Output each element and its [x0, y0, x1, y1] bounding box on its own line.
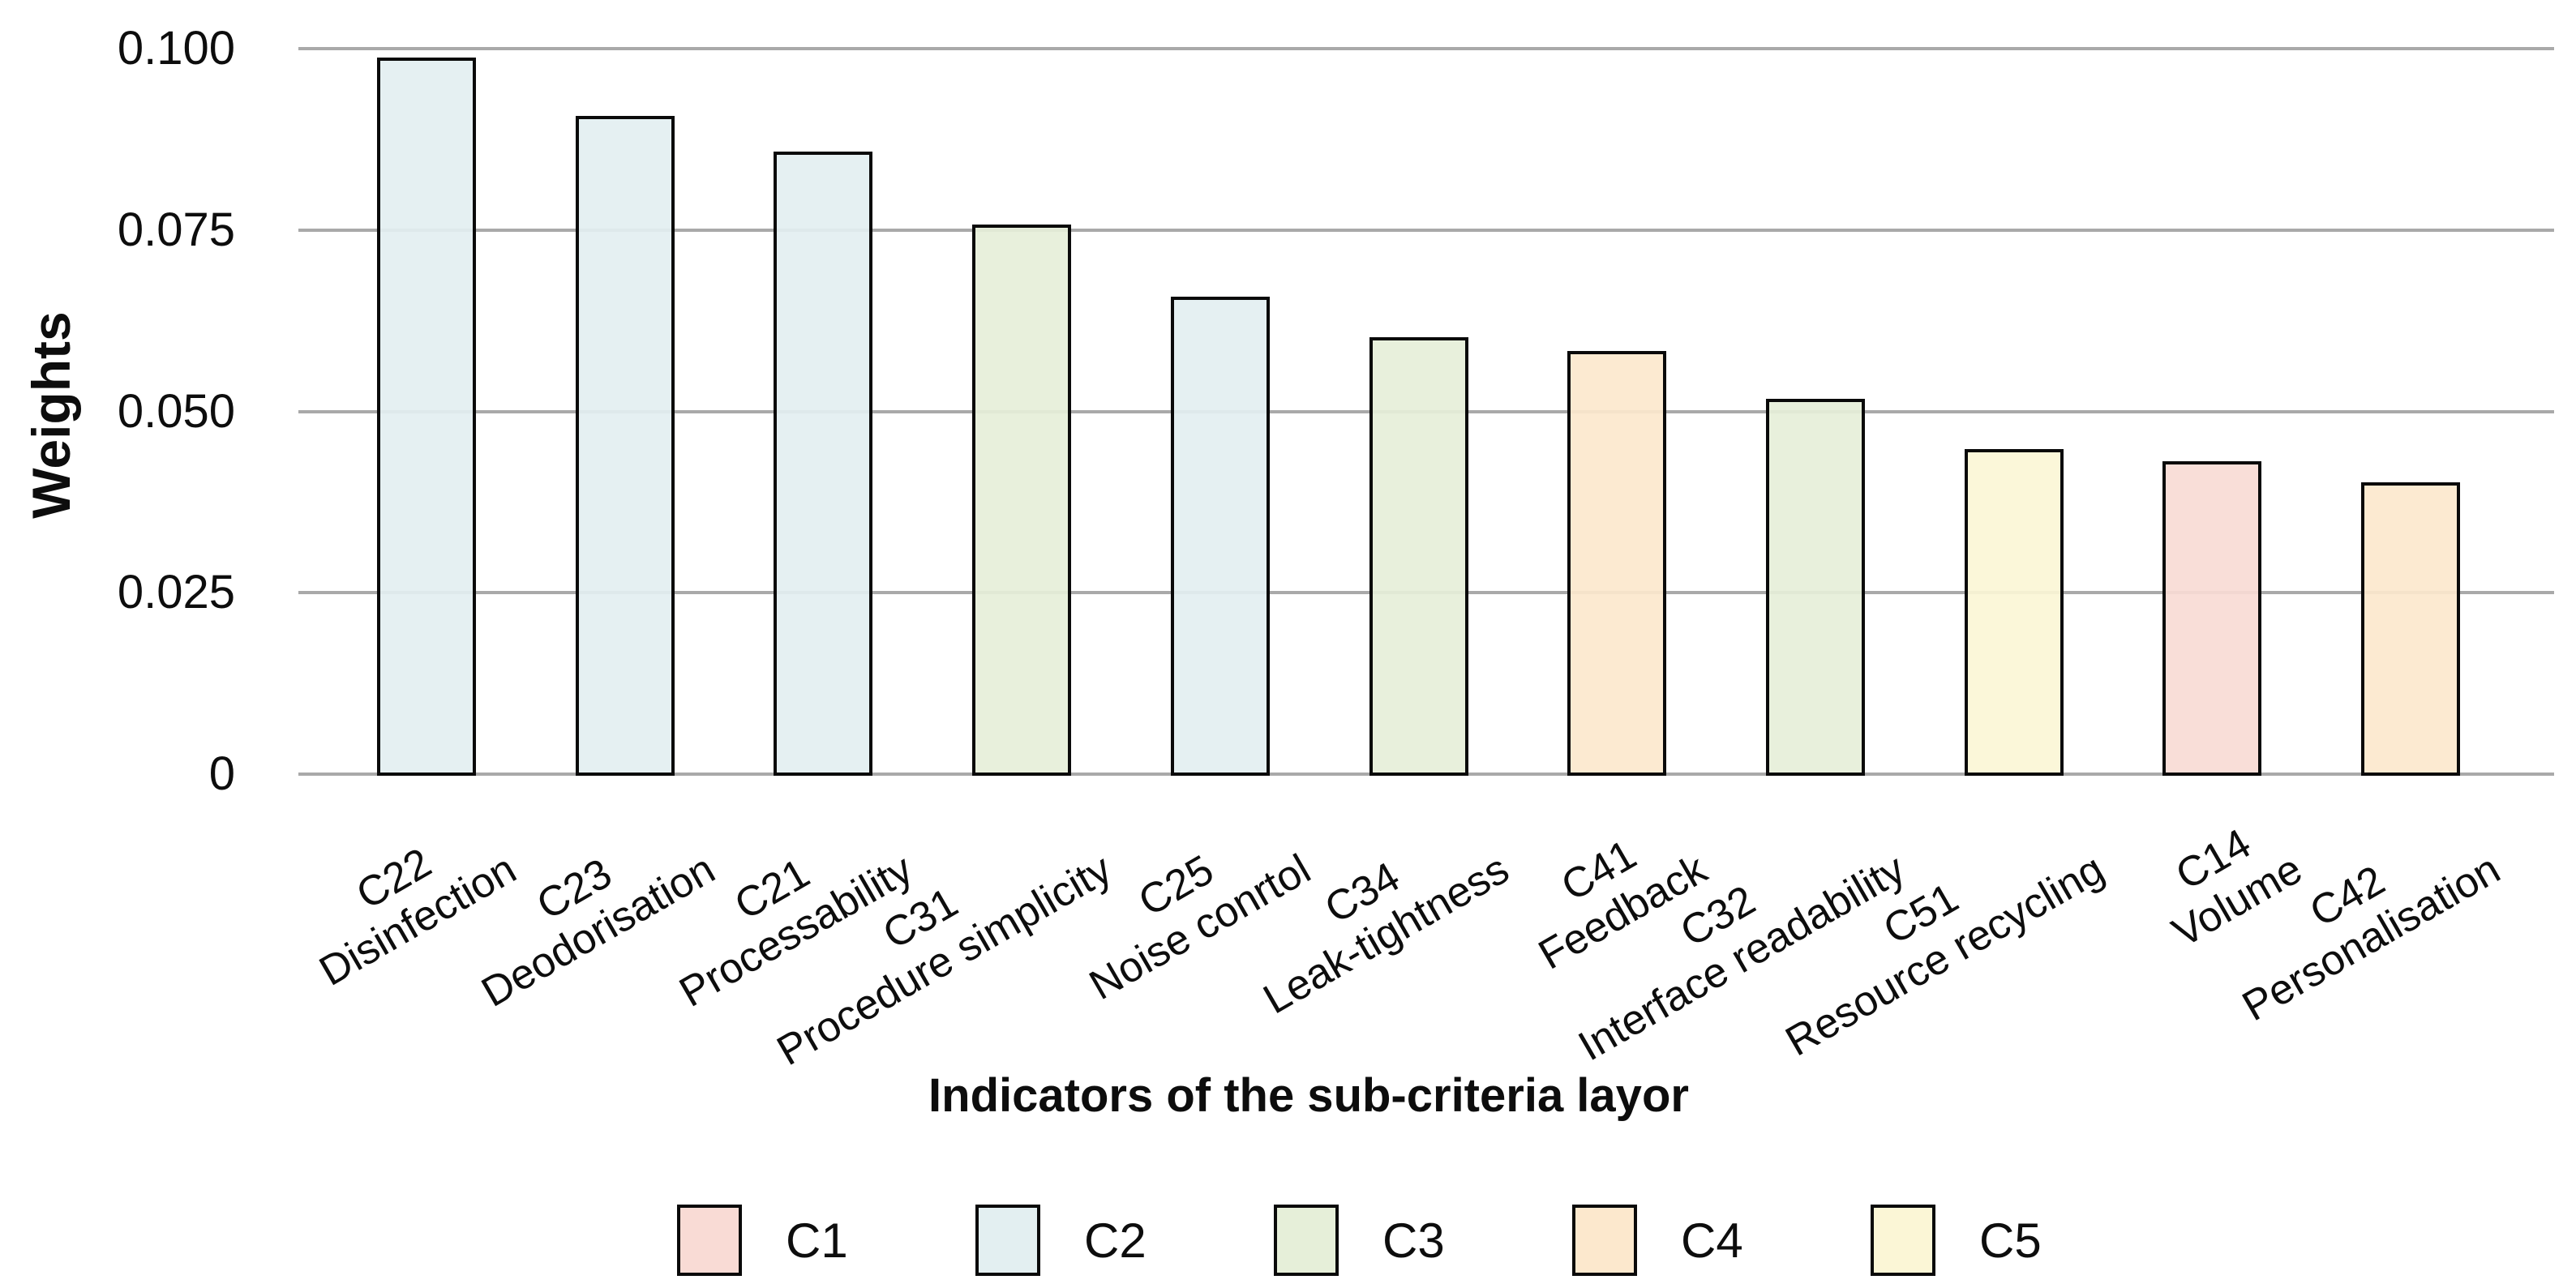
legend-item-c4: C4	[1572, 1205, 1871, 1276]
bar-c32	[1766, 399, 1865, 776]
legend-label-c5: C5	[1979, 1213, 2042, 1268]
gridline-0.075	[298, 228, 2554, 232]
legend-label-c2: C2	[1084, 1213, 1147, 1268]
legend-item-c2: C2	[975, 1205, 1274, 1276]
legend-label-c4: C4	[1681, 1213, 1743, 1268]
legend-swatch-c5	[1871, 1205, 1935, 1276]
x-axis-title: Indicators of the sub-criteria layor	[928, 1069, 1689, 1122]
bar-c31	[972, 225, 1071, 776]
legend-item-c3: C3	[1274, 1205, 1572, 1276]
legend-label-c3: C3	[1382, 1213, 1445, 1268]
bar-c23	[576, 116, 675, 776]
y-tick-label-0.100: 0.100	[117, 22, 235, 75]
legend-item-c1: C1	[677, 1205, 975, 1276]
gridline-0.100	[298, 47, 2554, 50]
legend-item-c5: C5	[1871, 1205, 2169, 1276]
bar-c21	[774, 152, 872, 776]
legend-swatch-c1	[677, 1205, 742, 1276]
bar-c42	[2361, 482, 2460, 776]
y-tick-label-0.050: 0.050	[117, 384, 235, 438]
bar-c41	[1567, 351, 1666, 776]
y-axis-title: Weights	[21, 311, 81, 519]
bar-c34	[1369, 337, 1468, 776]
bar-c25	[1171, 297, 1270, 776]
y-tick-label-0.075: 0.075	[117, 203, 235, 256]
legend: C1 C2 C3 C4 C5	[677, 1205, 2169, 1276]
bar-c51	[1965, 449, 2064, 776]
y-tick-label-0: 0	[208, 747, 235, 800]
legend-swatch-c4	[1572, 1205, 1637, 1276]
bar-c22	[377, 58, 476, 776]
legend-swatch-c2	[975, 1205, 1040, 1276]
legend-label-c1: C1	[786, 1213, 848, 1268]
y-tick-label-0.025: 0.025	[117, 566, 235, 619]
legend-swatch-c3	[1274, 1205, 1339, 1276]
bar-c14	[2162, 461, 2261, 776]
